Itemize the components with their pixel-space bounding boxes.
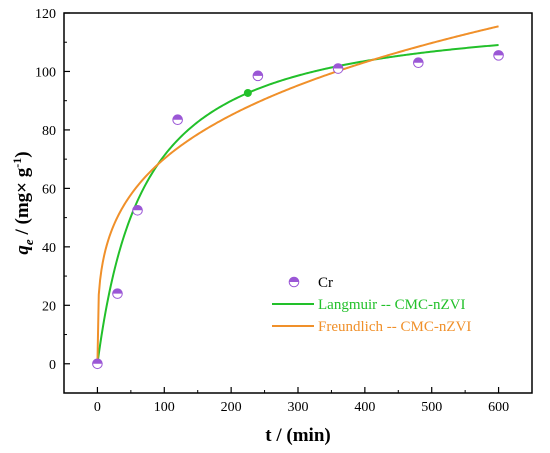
y-tick-label-0: 0 [49,358,56,373]
legend-label-1: Langmuir -- CMC-nZVI [318,297,465,313]
x-tick-label-2: 200 [221,400,242,415]
plot-frame [63,12,533,394]
y-tick-label-1: 20 [42,299,56,314]
data-point-3 [172,114,183,125]
y-tick-label-2: 40 [42,241,56,256]
axis-ticks: 0 100 200 300 400 500 600 0 20 40 60 80 100 120 [35,7,533,415]
y-axis-title-superscript: -1 [10,158,24,168]
x-tick-label-4: 400 [354,400,375,415]
legend: Cr Langmuir -- CMC-nZVI Freundlich -- CMC-… [272,275,471,335]
data-point-7 [493,50,504,61]
x-tick-label-1: 100 [154,400,175,415]
x-tick-label-3: 300 [288,400,309,415]
y-tick-label-4: 80 [42,124,56,139]
series-lines [96,25,499,364]
y-axis-title-unit: / (mg× g [12,167,33,239]
y-tick-label-5: 100 [35,65,56,80]
y-axis-title-close: ) [12,151,33,157]
data-point-0 [92,358,103,370]
legend-label-0: Cr [318,275,333,291]
series-points [92,50,504,370]
x-tick-label-0: 0 [94,400,101,415]
y-axis-title-symbol: q [12,245,33,255]
y-tick-label-6: 120 [35,7,56,22]
line-series-0 [96,44,499,364]
legend-label-2: Freundlich -- CMC-nZVI [318,319,471,335]
line-highlight-point [243,88,252,97]
y-tick-label-3: 60 [42,182,56,197]
data-point-2 [132,205,143,216]
data-point-1 [112,288,123,299]
y-axis-title: qe / (mg× g-1) [10,151,36,254]
legend-marker-0 [288,276,300,288]
data-point-6 [413,57,424,68]
x-tick-label-6: 600 [488,400,509,415]
x-axis-title: t / (min) [265,425,330,446]
y-axis-title-subscript: e [21,239,36,245]
line-series-1 [96,25,499,364]
x-tick-label-5: 500 [421,400,442,415]
data-point-5 [332,63,344,74]
data-point-4 [252,70,264,82]
